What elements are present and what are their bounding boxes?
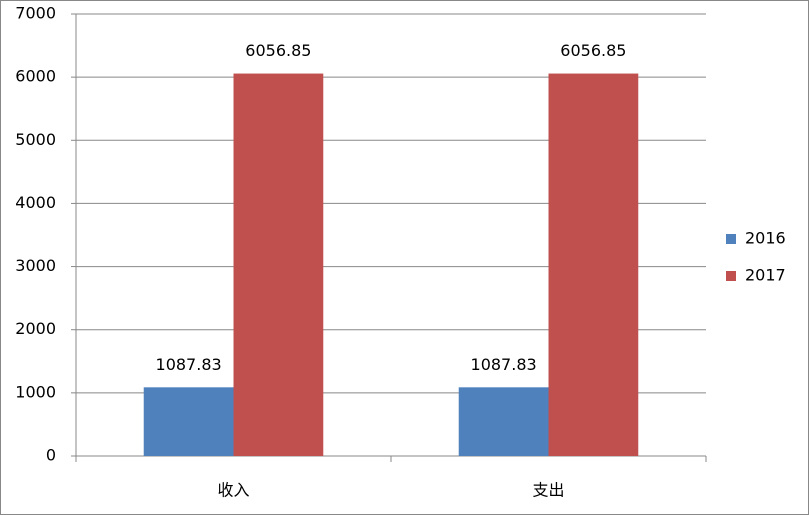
- legend-label: 2016: [745, 229, 786, 248]
- legend-label: 2017: [745, 266, 786, 285]
- bar: [233, 73, 324, 456]
- y-tick-label: 6000: [15, 67, 56, 86]
- bar: [548, 73, 639, 456]
- y-tick-label: 5000: [15, 130, 56, 149]
- y-tick-label: 0: [46, 446, 56, 465]
- bar: [143, 387, 234, 456]
- x-tick-label: 收入: [217, 481, 249, 500]
- y-tick-label: 2000: [15, 319, 56, 338]
- data-label: 6056.85: [245, 41, 311, 60]
- y-tick-label: 7000: [15, 4, 56, 23]
- x-tick-label: 支出: [532, 481, 564, 500]
- bar: [458, 387, 549, 456]
- data-label: 1087.83: [156, 355, 222, 374]
- y-tick-label: 4000: [15, 193, 56, 212]
- y-tick-label: 1000: [15, 382, 56, 401]
- data-label: 1087.83: [471, 355, 537, 374]
- legend-swatch: [726, 271, 736, 281]
- y-tick-label: 3000: [15, 256, 56, 275]
- data-label: 6056.85: [560, 41, 626, 60]
- legend-swatch: [726, 234, 736, 244]
